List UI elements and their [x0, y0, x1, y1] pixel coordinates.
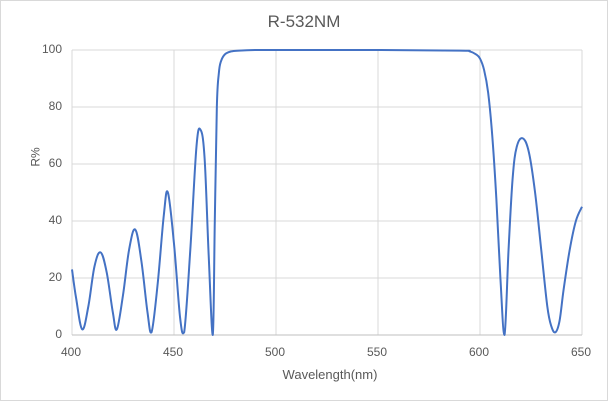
- x-tick-label: 550: [367, 345, 388, 359]
- series-line: [71, 48, 583, 336]
- y-tick-label: 20: [48, 270, 62, 284]
- y-tick-label: 0: [55, 327, 62, 341]
- x-tick-label: 500: [265, 345, 286, 359]
- x-tick-label: 600: [469, 345, 490, 359]
- x-tick-label: 400: [61, 345, 82, 359]
- x-axis-label: Wavelength(nm): [282, 367, 378, 382]
- x-tick-label: 650: [571, 345, 592, 359]
- y-tick-label: 40: [48, 213, 62, 227]
- x-tick-label: 450: [163, 345, 184, 359]
- y-tick-label: 60: [48, 156, 62, 170]
- y-tick-label: 100: [41, 42, 62, 56]
- chart-title: R-532NM: [267, 12, 341, 31]
- y-tick-label: 80: [48, 99, 62, 113]
